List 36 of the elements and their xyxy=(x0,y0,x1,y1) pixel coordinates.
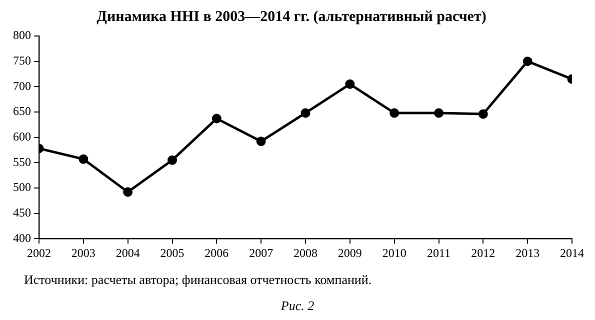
x-tick-label: 2002 xyxy=(27,246,51,260)
x-tick-label: 2013 xyxy=(516,246,540,260)
point xyxy=(212,114,222,124)
x-tick-label: 2008 xyxy=(294,246,318,260)
y-tick-label: 750 xyxy=(13,53,31,68)
text: Рис. 2 xyxy=(280,298,316,314)
point xyxy=(478,109,488,119)
point xyxy=(123,187,133,197)
x-tick-label: 2006 xyxy=(204,246,229,260)
point xyxy=(345,79,355,89)
x-tick-label: 2014 xyxy=(560,246,584,260)
x-tick-label: 2003 xyxy=(71,246,96,260)
y-tick-label: 800 xyxy=(13,28,31,42)
y-tick-label: 650 xyxy=(13,104,31,118)
x-tick-label: 2011 xyxy=(426,246,451,260)
point xyxy=(256,136,266,146)
x-tick-label: 2012 xyxy=(471,246,496,260)
point xyxy=(168,155,177,165)
y-tick-label: 600 xyxy=(13,129,31,144)
x-tick-label: 2009 xyxy=(338,246,362,260)
y-tick-label: 450 xyxy=(13,205,31,220)
point xyxy=(390,108,400,118)
point xyxy=(434,108,444,118)
y-tick-label: 550 xyxy=(13,154,31,169)
x-tick-label: 2004 xyxy=(116,246,140,260)
x-tick-label: 2010 xyxy=(382,246,406,260)
y-tick-label: 500 xyxy=(13,180,31,194)
chart-title: Динамика ННІ в 2003—2014 гг. (альтернативный расчет) xyxy=(96,8,486,25)
point xyxy=(78,154,88,164)
x-tick-label: 2007 xyxy=(249,246,274,260)
point xyxy=(300,108,310,118)
y-tick-label: 700 xyxy=(13,78,31,93)
text: Источники: расчеты автора; финансовая отчетность компаний. xyxy=(23,272,373,288)
point xyxy=(522,56,532,66)
y-tick-label: 400 xyxy=(13,230,31,245)
x-tick-label: 2005 xyxy=(160,246,184,260)
